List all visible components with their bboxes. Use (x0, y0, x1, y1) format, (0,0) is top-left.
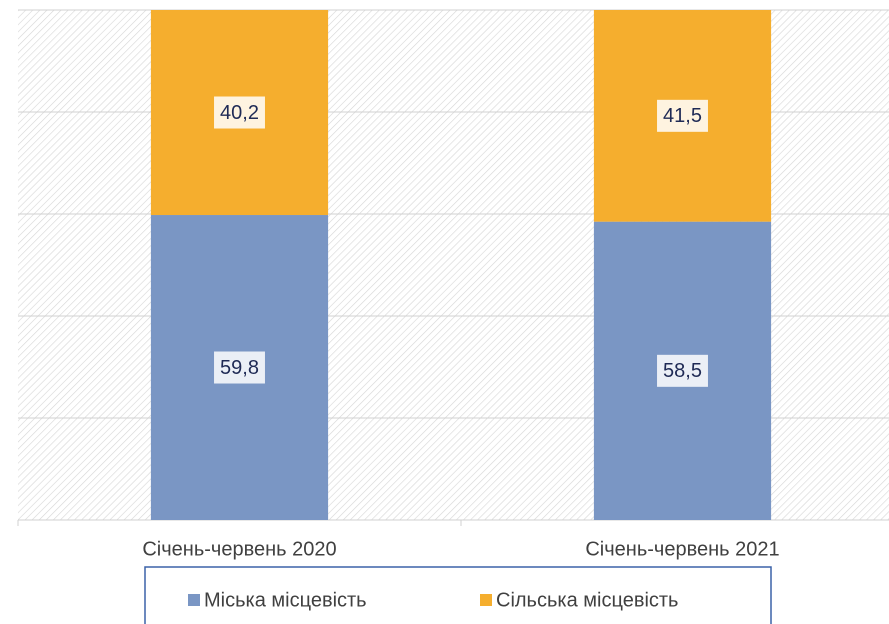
data-label-bg (657, 99, 708, 132)
data-label-bg (214, 96, 265, 129)
data-label: 40,2 (220, 102, 259, 124)
legend-swatch (188, 594, 200, 606)
x-tick-label: Січень-червень 2021 (585, 538, 779, 560)
data-label-bg (657, 354, 708, 387)
data-label: 58,5 (663, 360, 702, 382)
legend-swatch (480, 594, 492, 606)
data-label-bg (214, 351, 265, 384)
legend-box (144, 566, 772, 624)
legend-label: Сільська місцевість (496, 589, 678, 611)
x-tick-label: Січень-червень 2020 (142, 538, 336, 560)
data-label: 41,5 (663, 105, 702, 127)
data-label: 59,8 (220, 357, 259, 379)
legend-label: Міська місцевість (204, 589, 367, 611)
